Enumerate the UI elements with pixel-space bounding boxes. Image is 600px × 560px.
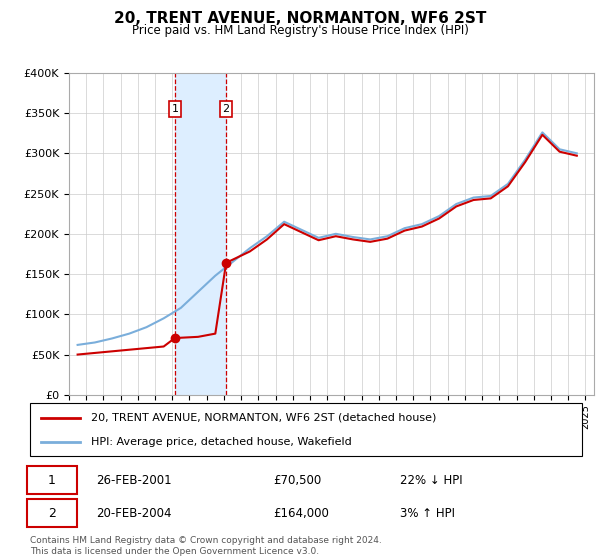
Text: 3% ↑ HPI: 3% ↑ HPI (400, 507, 455, 520)
Text: Price paid vs. HM Land Registry's House Price Index (HPI): Price paid vs. HM Land Registry's House … (131, 24, 469, 36)
Text: 1: 1 (48, 474, 56, 487)
Text: 20-FEB-2004: 20-FEB-2004 (96, 507, 172, 520)
Text: 1: 1 (172, 104, 178, 114)
FancyBboxPatch shape (27, 499, 77, 527)
FancyBboxPatch shape (27, 466, 77, 494)
Text: HPI: Average price, detached house, Wakefield: HPI: Average price, detached house, Wake… (91, 437, 352, 447)
Text: £164,000: £164,000 (273, 507, 329, 520)
Text: Contains HM Land Registry data © Crown copyright and database right 2024.
This d: Contains HM Land Registry data © Crown c… (30, 536, 382, 556)
Text: 22% ↓ HPI: 22% ↓ HPI (400, 474, 463, 487)
Bar (175, 73, 226, 395)
Text: 20, TRENT AVENUE, NORMANTON, WF6 2ST (detached house): 20, TRENT AVENUE, NORMANTON, WF6 2ST (de… (91, 413, 436, 423)
Text: £70,500: £70,500 (273, 474, 321, 487)
Text: 2: 2 (48, 507, 56, 520)
Text: 26-FEB-2001: 26-FEB-2001 (96, 474, 172, 487)
Text: 20, TRENT AVENUE, NORMANTON, WF6 2ST: 20, TRENT AVENUE, NORMANTON, WF6 2ST (114, 11, 486, 26)
Text: 2: 2 (223, 104, 230, 114)
FancyBboxPatch shape (30, 403, 582, 456)
